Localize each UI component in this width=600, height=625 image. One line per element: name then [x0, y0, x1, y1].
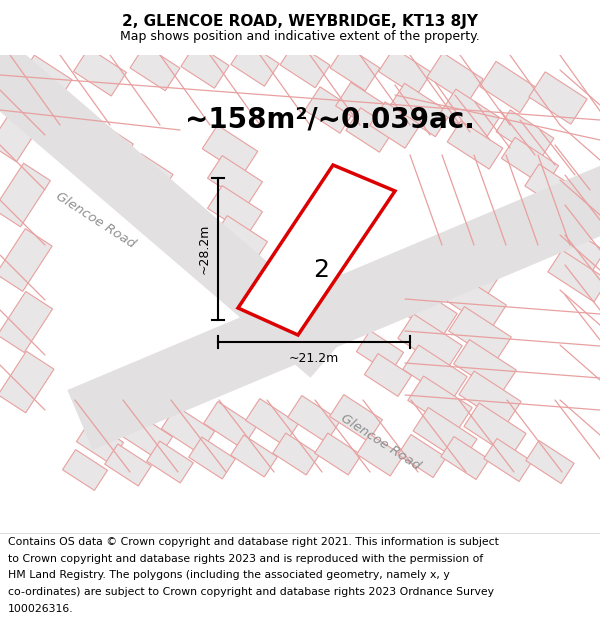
Polygon shape [449, 307, 511, 361]
Polygon shape [393, 282, 457, 338]
Polygon shape [18, 55, 72, 105]
Polygon shape [118, 411, 172, 459]
Polygon shape [464, 403, 526, 457]
Polygon shape [62, 449, 107, 491]
Polygon shape [127, 154, 173, 196]
Polygon shape [245, 399, 298, 446]
Polygon shape [540, 192, 600, 244]
Polygon shape [389, 83, 451, 137]
Polygon shape [0, 291, 53, 352]
Polygon shape [314, 433, 361, 475]
Polygon shape [330, 45, 380, 91]
Polygon shape [480, 61, 536, 112]
Polygon shape [203, 402, 256, 448]
Polygon shape [188, 437, 235, 479]
Polygon shape [529, 72, 587, 124]
Polygon shape [379, 48, 431, 96]
Text: 2, GLENCOE ROAD, WEYBRIDGE, KT13 8JY: 2, GLENCOE ROAD, WEYBRIDGE, KT13 8JY [122, 14, 478, 29]
Polygon shape [130, 45, 180, 91]
Text: Glencoe Road: Glencoe Road [53, 189, 137, 251]
Polygon shape [87, 123, 133, 167]
Polygon shape [545, 221, 600, 273]
Polygon shape [74, 48, 127, 96]
Polygon shape [208, 156, 262, 204]
Polygon shape [525, 164, 585, 216]
Polygon shape [102, 148, 148, 192]
Polygon shape [305, 87, 355, 133]
Polygon shape [161, 406, 215, 454]
Text: Contains OS data © Crown copyright and database right 2021. This information is : Contains OS data © Crown copyright and d… [8, 537, 499, 547]
Polygon shape [329, 394, 382, 441]
Polygon shape [104, 444, 151, 486]
Text: co-ordinates) are subject to Crown copyright and database rights 2023 Ordnance S: co-ordinates) are subject to Crown copyr… [8, 588, 494, 598]
Polygon shape [427, 52, 483, 103]
Polygon shape [408, 376, 472, 432]
Polygon shape [0, 98, 46, 162]
Text: ~21.2m: ~21.2m [289, 351, 339, 364]
Polygon shape [146, 441, 193, 483]
Polygon shape [370, 102, 420, 148]
Polygon shape [208, 186, 262, 234]
Polygon shape [526, 441, 574, 484]
Polygon shape [364, 354, 412, 396]
Polygon shape [46, 113, 94, 157]
Polygon shape [280, 42, 330, 88]
Polygon shape [502, 138, 559, 187]
Polygon shape [335, 82, 385, 127]
Polygon shape [202, 125, 258, 175]
Text: HM Land Registry. The polygons (including the associated geometry, namely x, y: HM Land Registry. The polygons (includin… [8, 571, 449, 581]
Polygon shape [287, 396, 340, 442]
Polygon shape [496, 110, 554, 160]
Polygon shape [231, 42, 279, 86]
Text: to Crown copyright and database rights 2023 and is reproduced with the permissio: to Crown copyright and database rights 2… [8, 554, 483, 564]
Polygon shape [272, 433, 319, 475]
Polygon shape [439, 242, 502, 298]
Polygon shape [76, 421, 124, 463]
Polygon shape [484, 439, 532, 481]
Polygon shape [443, 274, 506, 329]
Polygon shape [447, 121, 503, 169]
Polygon shape [356, 434, 403, 476]
Polygon shape [548, 250, 600, 302]
Polygon shape [398, 314, 462, 370]
Text: 100026316.: 100026316. [8, 604, 73, 614]
Polygon shape [238, 165, 395, 335]
Text: Glencoe Road: Glencoe Road [338, 411, 422, 472]
Polygon shape [454, 339, 517, 394]
Polygon shape [0, 163, 50, 227]
Polygon shape [230, 435, 277, 477]
Text: 2: 2 [313, 258, 329, 282]
Polygon shape [346, 107, 394, 152]
Text: Map shows position and indicative extent of the property.: Map shows position and indicative extent… [120, 30, 480, 43]
Polygon shape [398, 434, 446, 478]
Polygon shape [440, 89, 499, 141]
Polygon shape [67, 150, 600, 450]
Polygon shape [403, 345, 467, 401]
Polygon shape [441, 436, 489, 479]
Polygon shape [459, 371, 521, 425]
Polygon shape [0, 32, 350, 377]
Polygon shape [0, 351, 54, 413]
Polygon shape [212, 216, 268, 264]
Polygon shape [388, 252, 452, 308]
Polygon shape [356, 331, 404, 373]
Text: ~158m²/~0.039ac.: ~158m²/~0.039ac. [185, 106, 475, 134]
Text: ~28.2m: ~28.2m [197, 224, 211, 274]
Polygon shape [0, 229, 52, 291]
Polygon shape [181, 44, 229, 88]
Polygon shape [413, 408, 477, 462]
